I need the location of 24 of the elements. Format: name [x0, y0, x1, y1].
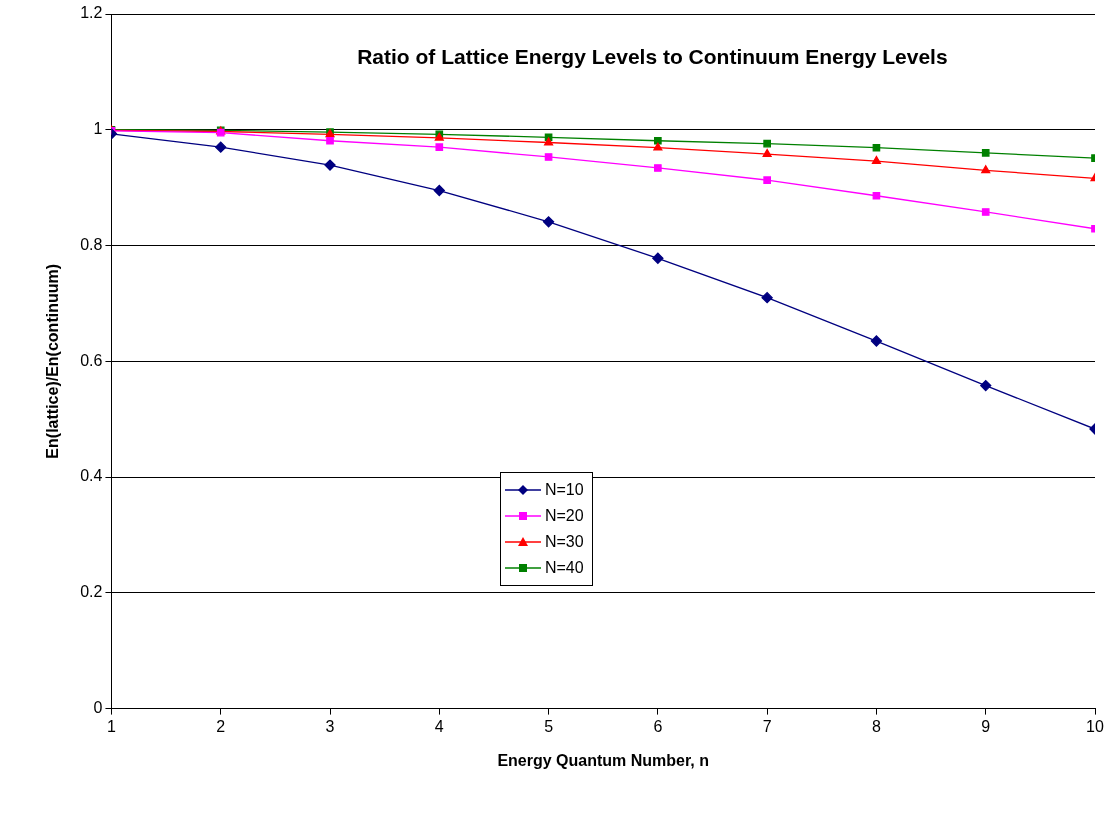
x-tick-label: 4 [434, 717, 444, 735]
x-tick-label: 10 [1086, 717, 1104, 735]
y-tick-label: 0.4 [80, 467, 103, 485]
y-tick-label: 0.8 [80, 235, 103, 253]
text: Ratio of Lattice Energy Levels to Continuum Energy Levels [357, 45, 948, 70]
x-tick-label: 7 [762, 717, 772, 735]
x-tick-label: 3 [325, 717, 335, 735]
y-tick-label: 1.2 [80, 4, 103, 22]
y-tick-label: 0.2 [80, 583, 103, 601]
x-axis-title: Energy Quantum Number, n [497, 751, 710, 769]
x-tick-label: 8 [871, 717, 881, 735]
x-tick-label: 1 [106, 717, 116, 735]
x-tick-label: 9 [981, 717, 991, 735]
legend-label: N=30 [544, 533, 584, 552]
x-tick-label: 2 [216, 717, 226, 735]
y-tick-label: 0.6 [80, 351, 103, 369]
legend-label: N=10 [544, 481, 584, 500]
y-tick-label: 1 [93, 120, 103, 138]
x-tick-label: 6 [653, 717, 663, 735]
legend-label: N=20 [544, 507, 584, 526]
y-axis-title: En(lattice)/En(continuum) [44, 263, 62, 459]
x-tick-label: 5 [544, 717, 554, 735]
legend-label: N=40 [544, 559, 584, 578]
y-tick-label: 0 [93, 699, 103, 717]
